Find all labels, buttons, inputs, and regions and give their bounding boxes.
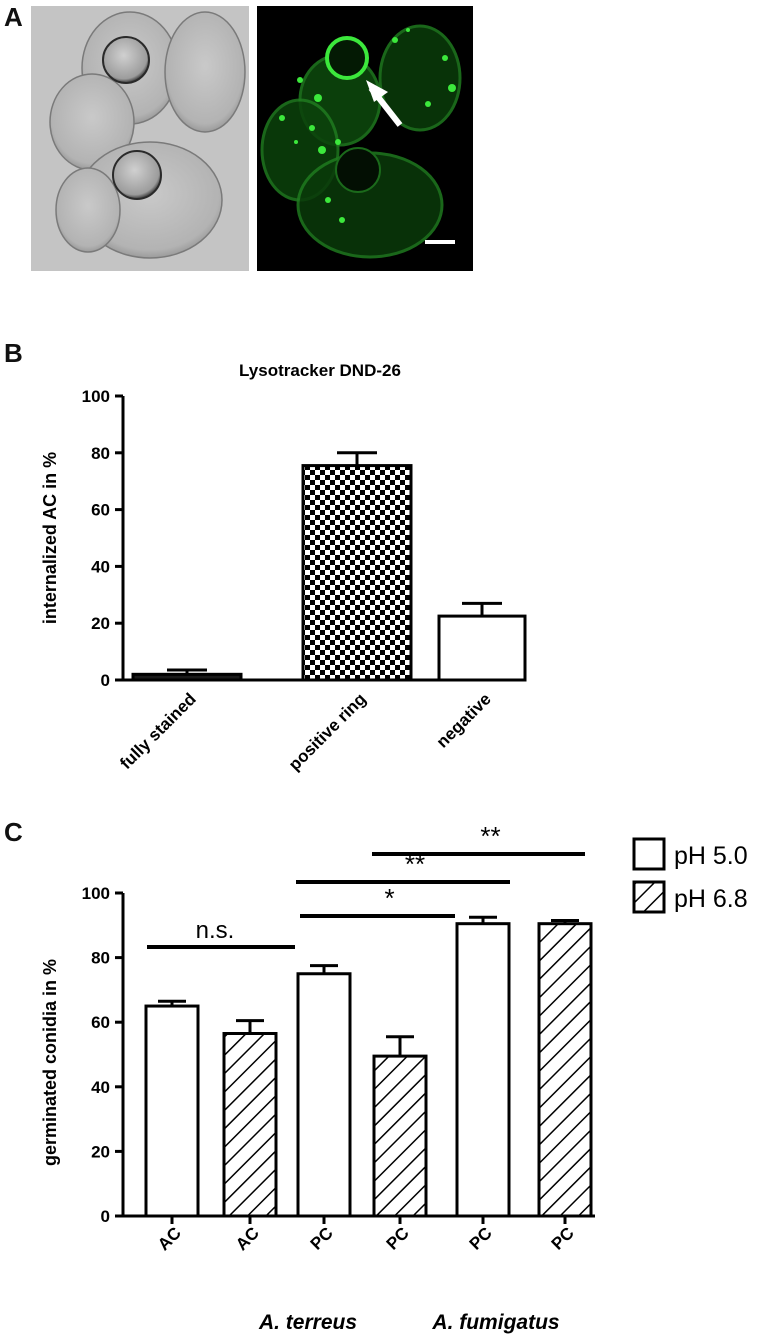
chart-b-title: Lysotracker DND-26 <box>239 361 401 380</box>
chart-c-significance-label: * <box>384 883 394 913</box>
chart-c-x-tick-label: PC <box>548 1223 578 1253</box>
chart-b-y-tick-label: 0 <box>101 671 110 690</box>
chart-c-significance-label: ** <box>405 849 425 879</box>
chart-c-x-tick-label: PC <box>466 1223 496 1253</box>
chart-c-y-label: germinated conidia in % <box>40 959 60 1166</box>
chart-c-bar <box>296 972 352 1218</box>
chart-c-bar <box>537 922 593 1218</box>
chart-c-y-tick-label: 60 <box>91 1013 110 1032</box>
chart-b-y-tick-label: 20 <box>91 614 110 633</box>
chart-b-x-tick-label: negative <box>433 689 495 751</box>
chart-c-y-tick-label: 40 <box>91 1078 110 1097</box>
chart-c-significance-label: ** <box>480 821 500 851</box>
chart-c-x-tick-label: PC <box>307 1223 337 1253</box>
chart-c-bar <box>455 922 511 1218</box>
panel-c-letter: C <box>4 817 23 847</box>
chart-c-y-tick-label: 20 <box>91 1142 110 1161</box>
lysosome-puncta <box>279 28 456 223</box>
chart-c-y-tick-label: 80 <box>91 949 110 968</box>
chart-c-group-label: A. terreus <box>258 1311 357 1334</box>
legend-swatch <box>632 880 666 914</box>
chart-c-legend: pH 5.0 pH 6.8 <box>632 837 748 914</box>
legend-swatch <box>632 837 666 871</box>
fluorescent-ring-conidium <box>325 36 369 80</box>
chart-b-y-tick-label: 80 <box>91 444 110 463</box>
chart-c-x-tick-label: AC <box>154 1223 185 1254</box>
arrow-marker <box>366 80 403 127</box>
chart-b-y-label: internalized AC in % <box>40 452 60 624</box>
chart-c-group-label: A. fumigatus <box>431 1311 559 1334</box>
panel-a-letter: A <box>4 2 23 32</box>
scale-bar <box>425 240 455 244</box>
chart-c: 0 20 40 60 80 100 germinated conidia in % AC AC P… <box>40 821 748 1334</box>
chart-b-bar <box>131 672 243 682</box>
chart-b-bar <box>301 464 413 682</box>
legend-label: pH 5.0 <box>674 842 748 870</box>
chart-c-x-tick-label: AC <box>232 1223 263 1254</box>
chart-c-y-tick-label: 100 <box>82 884 110 903</box>
chart-c-significance-label: n.s. <box>196 917 235 944</box>
conidium-lower <box>112 150 162 200</box>
chart-b: Lysotracker DND-26 0 20 40 60 80 100 internaliz… <box>40 361 527 774</box>
chart-b-x-tick-label: fully stained <box>116 689 200 773</box>
chart-c-bar <box>222 1032 278 1218</box>
fluorescent-conidium-negative <box>335 147 381 193</box>
chart-c-x-tick-label: PC <box>383 1223 413 1253</box>
chart-c-bar <box>372 1054 428 1218</box>
chart-c-y-tick-label: 0 <box>101 1207 110 1226</box>
fluorescent-cells <box>260 24 462 259</box>
chart-b-y-tick-label: 100 <box>82 387 110 406</box>
chart-b-x-tick-label: positive ring <box>285 689 370 774</box>
chart-b-y-tick-label: 40 <box>91 557 110 576</box>
legend-label: pH 6.8 <box>674 885 748 913</box>
chart-b-y-tick-label: 60 <box>91 501 110 520</box>
panel-b-letter: B <box>4 338 23 368</box>
chart-c-bar <box>144 1004 200 1218</box>
conidium-upper <box>102 36 150 84</box>
brightfield-micrograph <box>31 6 473 271</box>
chart-b-bar <box>437 614 527 682</box>
